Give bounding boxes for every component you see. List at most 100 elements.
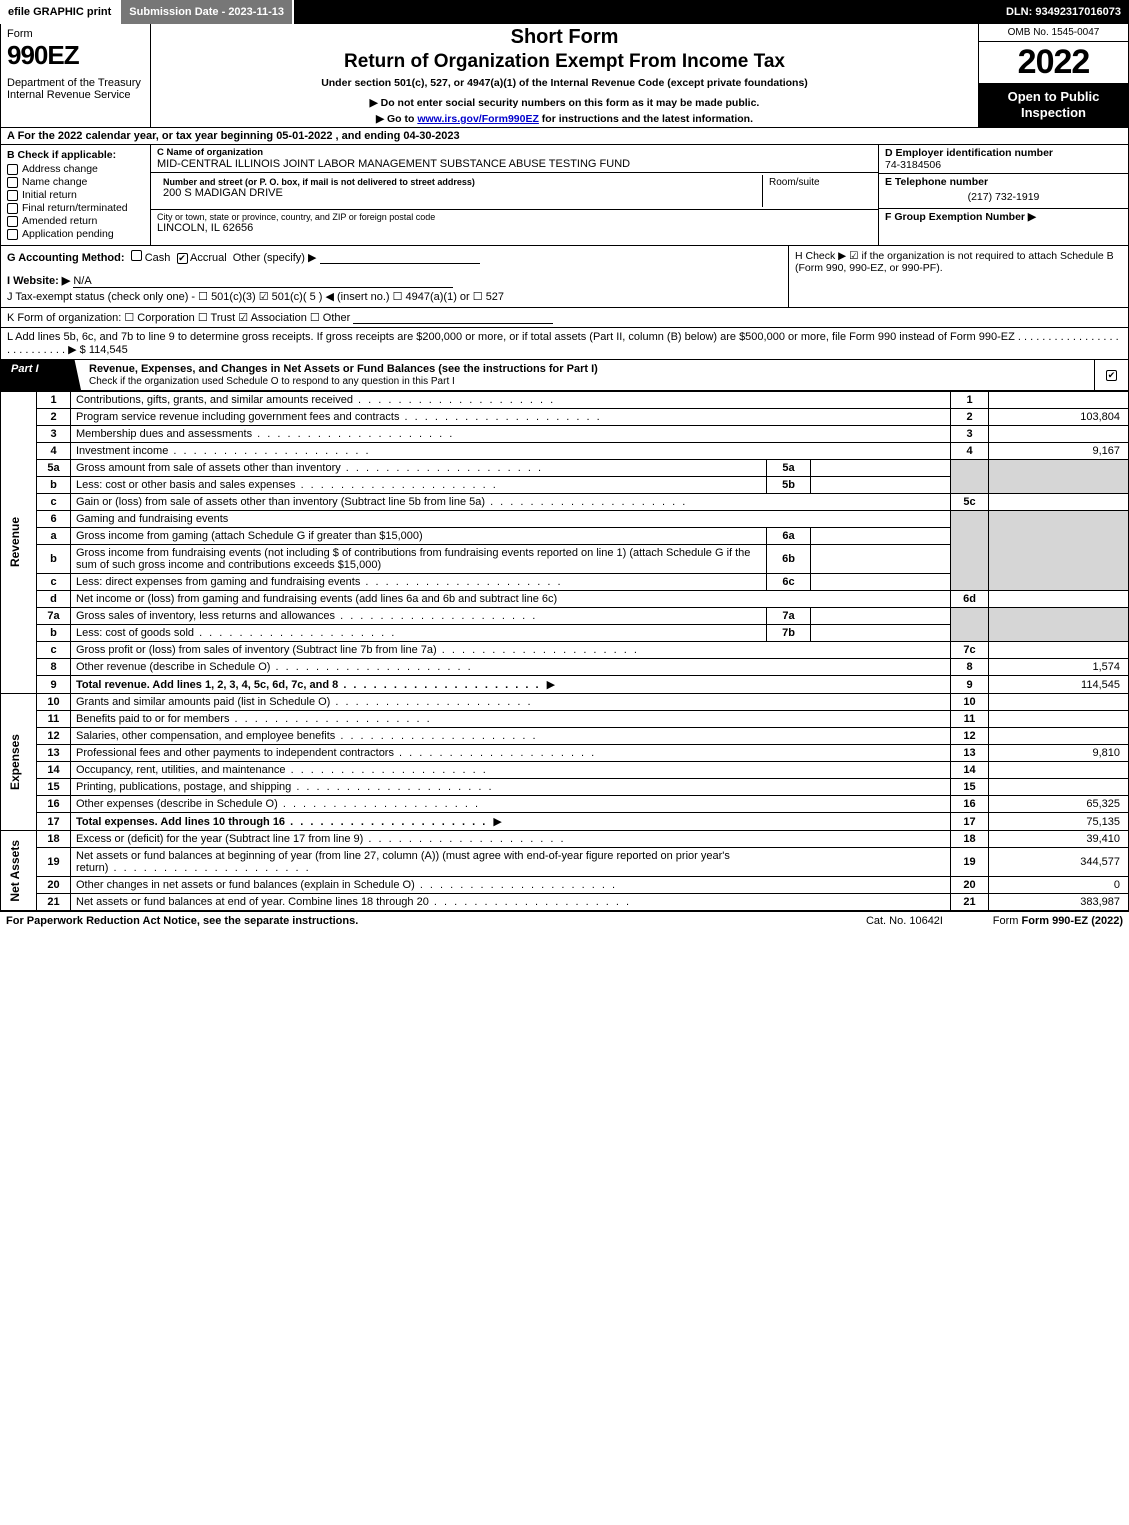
- lbl-initial-return: Initial return: [22, 189, 77, 201]
- lbl-cash: Cash: [145, 252, 171, 264]
- phone-value: (217) 732-1919: [885, 188, 1122, 206]
- line-6b-inlab: 6b: [767, 545, 811, 574]
- footer-mid: Cat. No. 10642I: [866, 915, 943, 927]
- line-8-desc: Other revenue (describe in Schedule O): [76, 661, 473, 673]
- line-9-val: 114,545: [989, 676, 1129, 694]
- chk-application-pending[interactable]: [7, 229, 18, 240]
- line-6b-desc: Gross income from fundraising events (no…: [71, 545, 767, 574]
- line-18-num: 18: [37, 831, 71, 848]
- line-6c-inval: [811, 574, 951, 591]
- efile-print-button[interactable]: efile GRAPHIC print: [0, 0, 121, 24]
- line-12-desc: Salaries, other compensation, and employ…: [76, 730, 538, 742]
- line-13-desc: Professional fees and other payments to …: [76, 747, 596, 759]
- lbl-other: Other (specify) ▶: [233, 252, 317, 264]
- chk-accrual[interactable]: [177, 253, 188, 264]
- line-5c-desc: Gain or (loss) from sale of assets other…: [76, 496, 687, 508]
- chk-name-change[interactable]: [7, 177, 18, 188]
- chk-address-change[interactable]: [7, 164, 18, 175]
- line-8-rlab: 8: [951, 659, 989, 676]
- line-20-desc: Other changes in net assets or fund bala…: [76, 879, 617, 891]
- side-label-revenue: Revenue: [6, 513, 24, 571]
- city-label: City or town, state or province, country…: [157, 212, 872, 222]
- line-8-val: 1,574: [989, 659, 1129, 676]
- line-6-gray: [951, 511, 989, 591]
- line-5ab-gray-val: [989, 460, 1129, 494]
- line-17-val: 75,135: [989, 813, 1129, 831]
- line-21-num: 21: [37, 894, 71, 911]
- chk-amended-return[interactable]: [7, 216, 18, 227]
- line-1-desc: Contributions, gifts, grants, and simila…: [76, 394, 555, 406]
- line-6a-num: a: [37, 528, 71, 545]
- chk-final-return[interactable]: [7, 203, 18, 214]
- line-12-val: [989, 728, 1129, 745]
- room-label: Room/suite: [769, 177, 866, 188]
- row-l-gross-receipts: L Add lines 5b, 6c, and 7b to line 9 to …: [0, 328, 1129, 360]
- line-7b-inval: [811, 625, 951, 642]
- line-6b-num: b: [37, 545, 71, 574]
- line-5b-desc: Less: cost or other basis and sales expe…: [76, 479, 498, 491]
- line-20-rlab: 20: [951, 877, 989, 894]
- line-7a-num: 7a: [37, 608, 71, 625]
- line-10-desc: Grants and similar amounts paid (list in…: [76, 696, 533, 708]
- line-13-val: 9,810: [989, 745, 1129, 762]
- part-1-tab: Part I: [1, 360, 81, 390]
- line-7b-inlab: 7b: [767, 625, 811, 642]
- other-org-input[interactable]: [353, 312, 553, 324]
- dept-line-1: Department of the Treasury: [7, 77, 144, 89]
- omb-number: OMB No. 1545-0047: [979, 24, 1128, 42]
- lbl-application-pending: Application pending: [22, 228, 114, 240]
- row-gh: G Accounting Method: Cash Accrual Other …: [0, 246, 1129, 308]
- irs-link[interactable]: www.irs.gov/Form990EZ: [417, 113, 539, 125]
- line-17-rlab: 17: [951, 813, 989, 831]
- line-6c-inlab: 6c: [767, 574, 811, 591]
- row-k-org-form: K Form of organization: ☐ Corporation ☐ …: [0, 308, 1129, 328]
- line-16-num: 16: [37, 796, 71, 813]
- line-19-val: 344,577: [989, 848, 1129, 877]
- lbl-name-change: Name change: [22, 176, 87, 188]
- line-2-val: 103,804: [989, 409, 1129, 426]
- line-5a-num: 5a: [37, 460, 71, 477]
- accounting-method-label: G Accounting Method:: [7, 252, 125, 264]
- line-19-desc: Net assets or fund balances at beginning…: [76, 850, 730, 874]
- footer-left: For Paperwork Reduction Act Notice, see …: [6, 915, 866, 927]
- chk-schedule-o-part1[interactable]: [1106, 370, 1117, 381]
- line-3-desc: Membership dues and assessments: [76, 428, 454, 440]
- line-6a-inlab: 6a: [767, 528, 811, 545]
- line-14-val: [989, 762, 1129, 779]
- line-4-desc: Investment income: [76, 445, 371, 457]
- tax-year: 2022: [979, 42, 1128, 83]
- line-15-num: 15: [37, 779, 71, 796]
- line-7c-rlab: 7c: [951, 642, 989, 659]
- chk-initial-return[interactable]: [7, 190, 18, 201]
- line-7c-val: [989, 642, 1129, 659]
- line-21-rlab: 21: [951, 894, 989, 911]
- ein-label: D Employer identification number: [885, 147, 1122, 159]
- line-15-rlab: 15: [951, 779, 989, 796]
- form-word: Form: [7, 28, 144, 40]
- col-b-checkboxes: B Check if applicable: Address change Na…: [1, 145, 151, 245]
- line-14-num: 14: [37, 762, 71, 779]
- line-7a-inval: [811, 608, 951, 625]
- line-9-num: 9: [37, 676, 71, 694]
- line-18-rlab: 18: [951, 831, 989, 848]
- header-left: Form 990EZ Department of the Treasury In…: [1, 24, 151, 127]
- line-15-desc: Printing, publications, postage, and shi…: [76, 781, 494, 793]
- line-18-val: 39,410: [989, 831, 1129, 848]
- side-label-net-assets: Net Assets: [6, 836, 24, 906]
- line-5c-rlab: 5c: [951, 494, 989, 511]
- part-1-title: Revenue, Expenses, and Changes in Net As…: [89, 363, 598, 375]
- chk-cash[interactable]: [131, 250, 142, 261]
- side-label-expenses: Expenses: [6, 730, 24, 794]
- open-public-badge: Open to Public Inspection: [979, 83, 1128, 128]
- col-def: D Employer identification number 74-3184…: [878, 145, 1128, 245]
- line-12-num: 12: [37, 728, 71, 745]
- dln-label: DLN: 93492317016073: [998, 0, 1129, 24]
- line-6d-desc: Net income or (loss) from gaming and fun…: [71, 591, 951, 608]
- line-5c-num: c: [37, 494, 71, 511]
- line-16-rlab: 16: [951, 796, 989, 813]
- other-specify-input[interactable]: [320, 252, 480, 264]
- line-10-num: 10: [37, 694, 71, 711]
- line-18-desc: Excess or (deficit) for the year (Subtra…: [76, 833, 566, 845]
- line-11-num: 11: [37, 711, 71, 728]
- line-6c-num: c: [37, 574, 71, 591]
